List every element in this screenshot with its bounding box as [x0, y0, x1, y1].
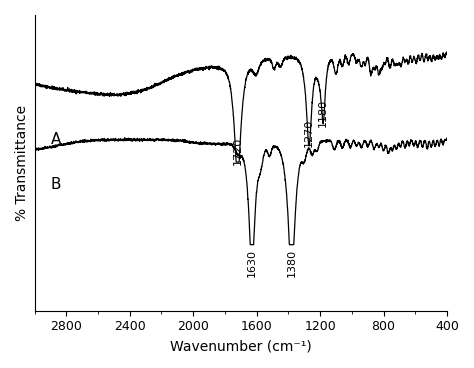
Text: B: B [50, 177, 61, 192]
Text: A: A [50, 132, 61, 147]
X-axis label: Wavenumber (cm⁻¹): Wavenumber (cm⁻¹) [170, 339, 312, 353]
Text: 1630: 1630 [247, 249, 257, 277]
Text: 1380: 1380 [287, 249, 297, 277]
Text: 1180: 1180 [319, 99, 328, 127]
Text: 1270: 1270 [304, 119, 314, 148]
Y-axis label: % Transmittance: % Transmittance [15, 105, 29, 221]
Text: 1720: 1720 [233, 137, 243, 165]
